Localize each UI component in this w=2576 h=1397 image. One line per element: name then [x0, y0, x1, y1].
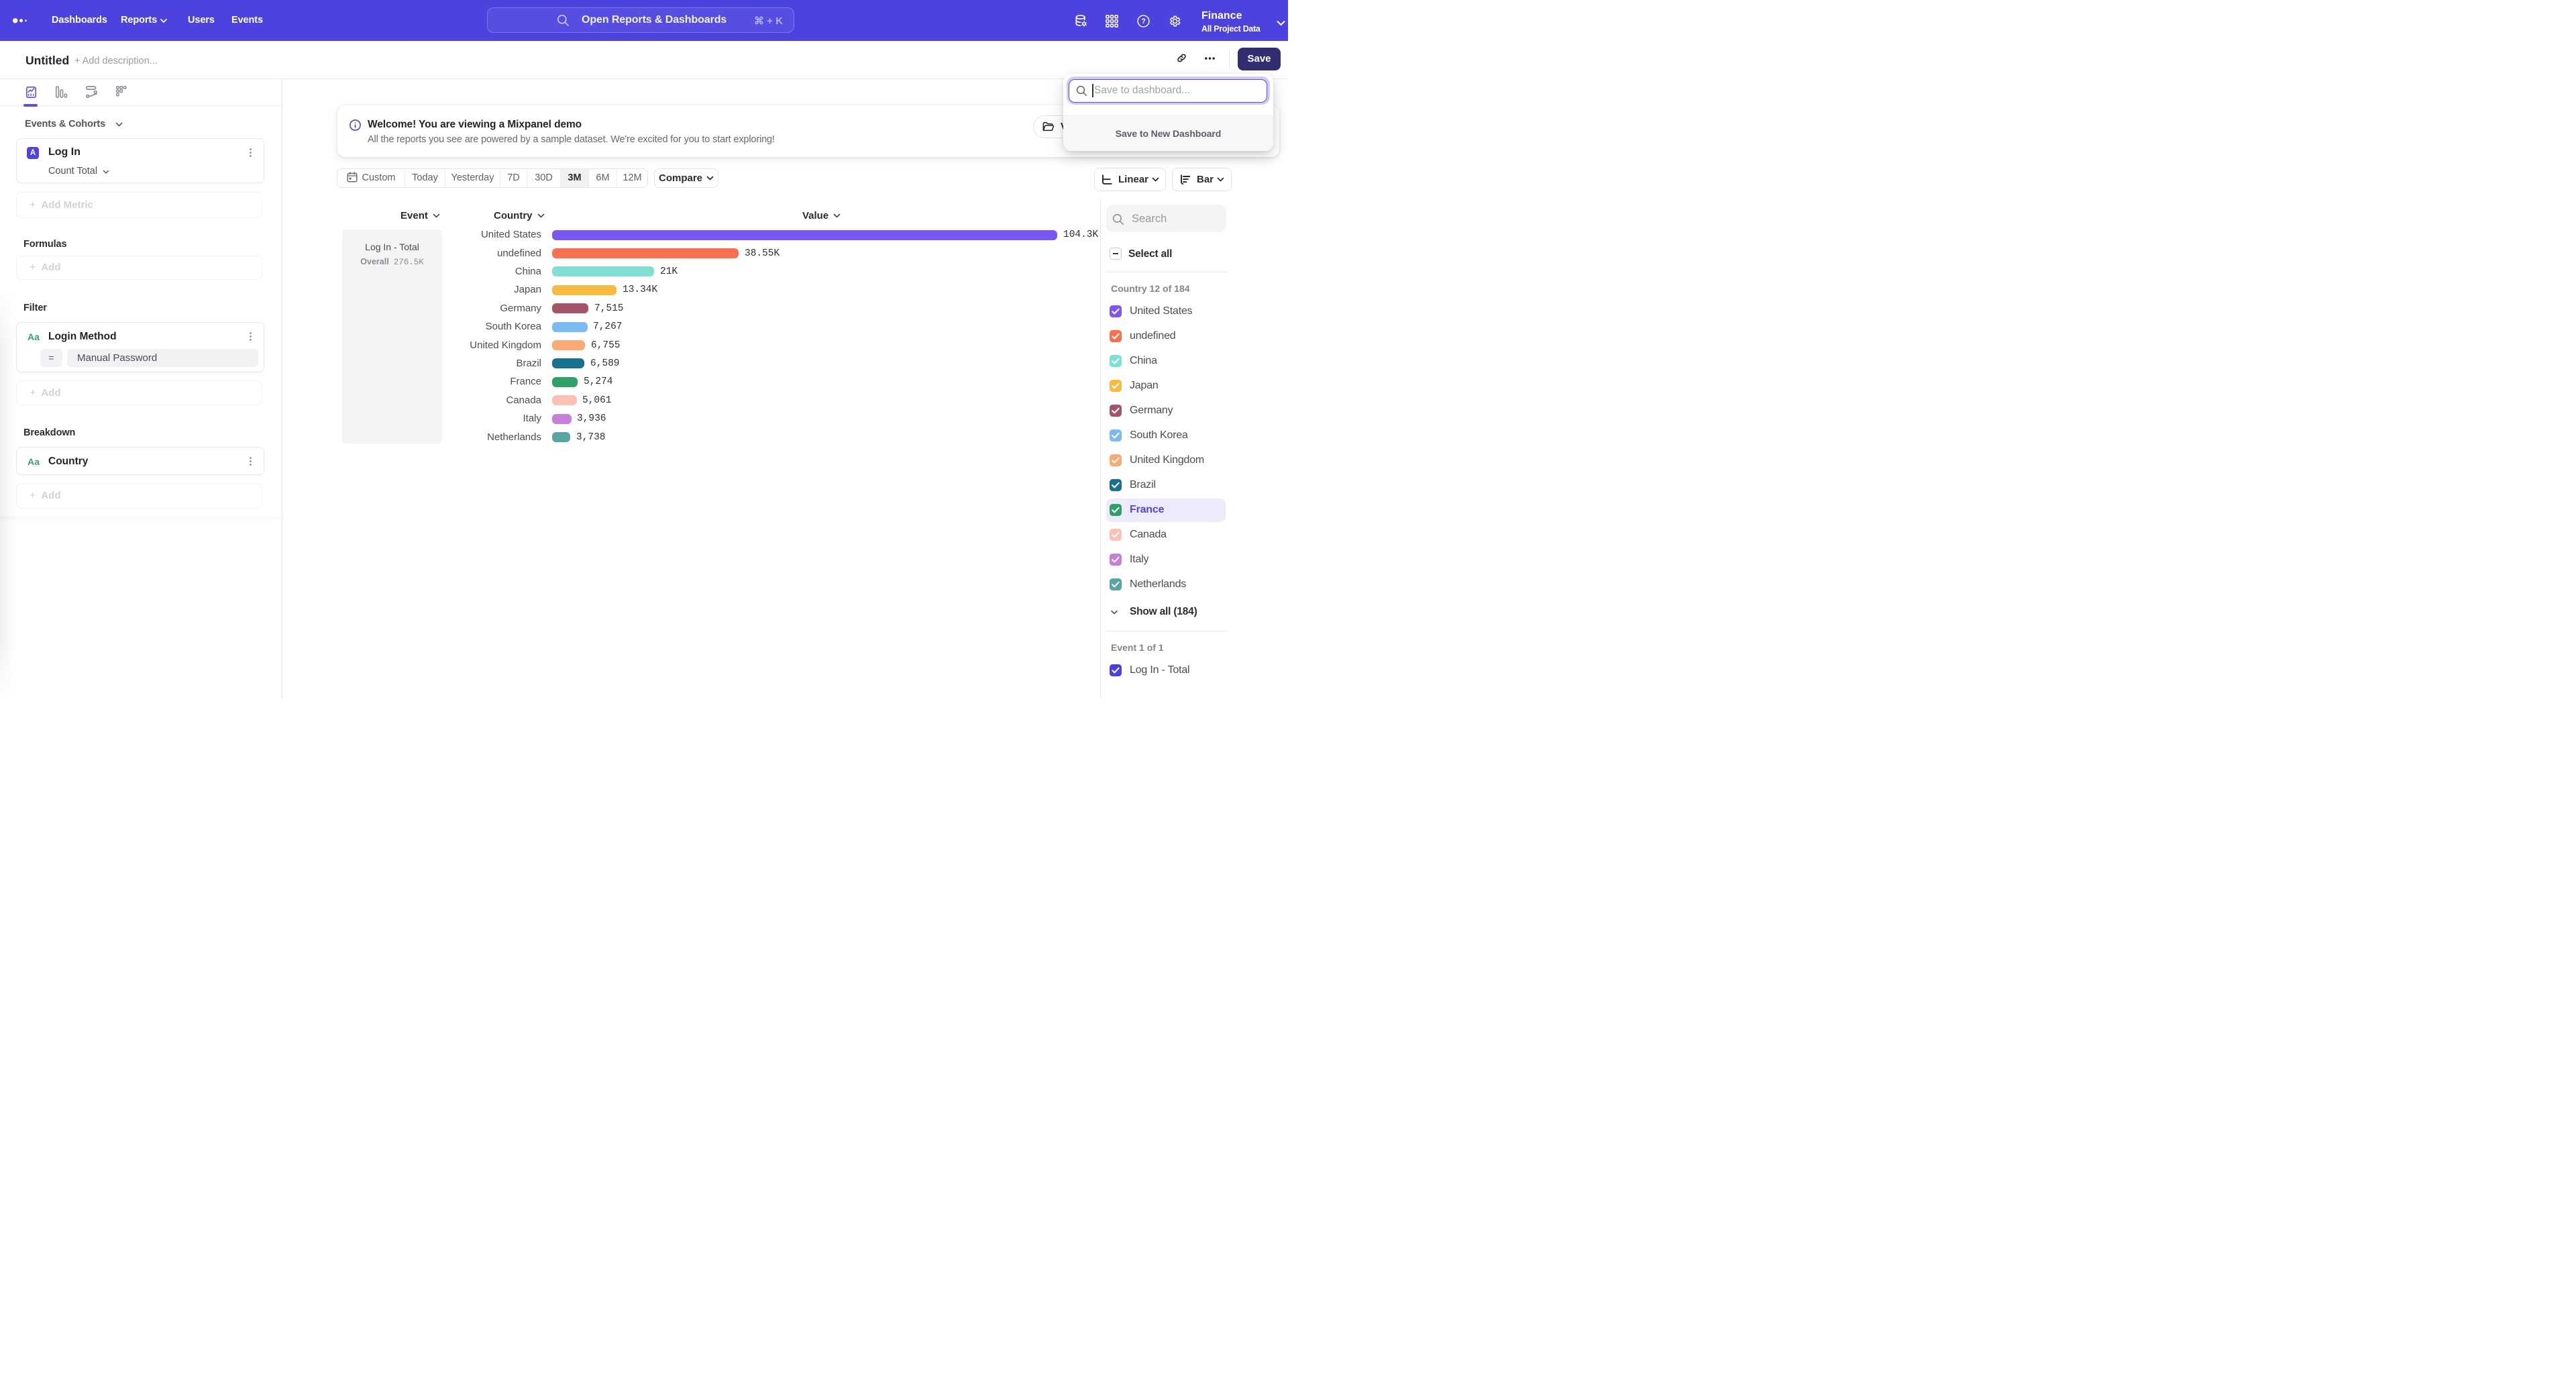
svg-text:?: ? — [1141, 17, 1146, 25]
